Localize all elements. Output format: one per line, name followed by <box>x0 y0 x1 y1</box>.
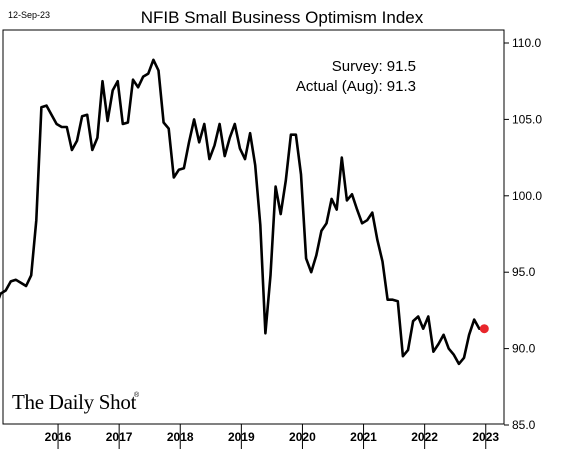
latest-point-marker <box>479 324 489 334</box>
survey-annotation: Survey: 91.5 <box>331 58 416 75</box>
y-tick-label: 100.0 <box>512 189 542 203</box>
y-tick-label: 85.0 <box>512 418 536 432</box>
x-tick-label: 2019 <box>228 430 255 444</box>
x-tick-label: 2017 <box>106 430 133 444</box>
x-tick-label: 2020 <box>289 430 316 444</box>
brand-registered-mark: ® <box>134 392 140 399</box>
y-tick-label: 90.0 <box>512 342 536 356</box>
actual-annotation: Actual (Aug): 91.3 <box>295 78 416 95</box>
x-tick-label: 2018 <box>167 430 194 444</box>
x-tick-label: 2023 <box>472 430 499 444</box>
x-tick-label: 2016 <box>45 430 72 444</box>
x-tick-label: 2021 <box>350 430 377 444</box>
brand-logo: The Daily Shot <box>12 390 137 414</box>
y-tick-label: 95.0 <box>512 265 536 279</box>
chart-title: NFIB Small Business Optimism Index <box>140 8 424 27</box>
series-line <box>0 58 485 366</box>
x-tick-label: 2022 <box>411 430 438 444</box>
plot-frame <box>2 29 505 425</box>
y-tick-label: 110.0 <box>512 36 541 50</box>
date-stamp: 12-Sep-23 <box>8 10 51 20</box>
y-tick-label: 105.0 <box>512 112 542 126</box>
